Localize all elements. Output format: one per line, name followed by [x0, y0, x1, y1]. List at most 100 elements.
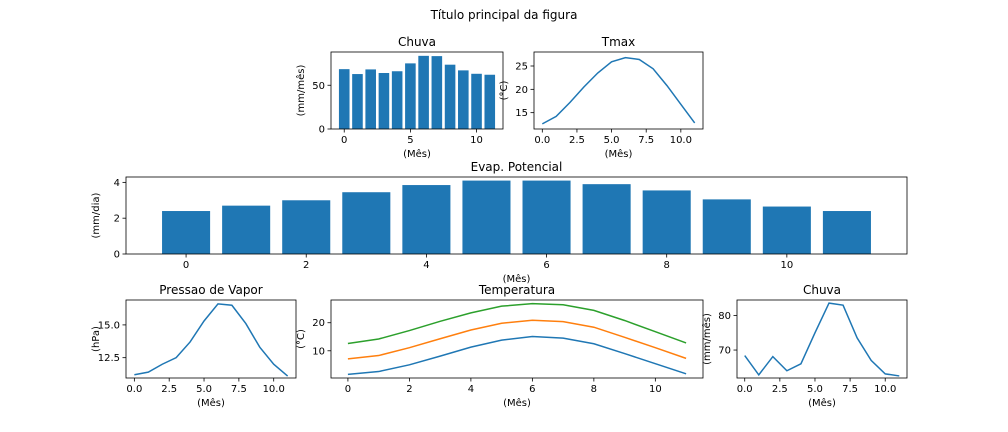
axes-frame: [533, 51, 704, 130]
x-axis-label: (Mês): [503, 397, 531, 409]
bar: [582, 184, 631, 254]
y-axis-label: (mm/mês): [295, 65, 307, 117]
axes-frame: [125, 299, 297, 379]
bar: [462, 180, 511, 254]
x-tick-label: 10.0: [263, 384, 285, 395]
x-tick-label: 10: [780, 260, 793, 271]
x-axis-label: (Mês): [605, 148, 633, 160]
y-tick-label: 20: [515, 85, 528, 96]
axes-frame: [330, 51, 504, 130]
y-tick-label: 15.0: [98, 320, 120, 331]
bar: [391, 71, 403, 129]
x-tick-label: 5.0: [604, 135, 620, 146]
chart-title: Pressao de Vapor: [159, 283, 262, 297]
chart-title: Temperatura: [478, 283, 555, 297]
y-tick-label: 4: [114, 178, 120, 189]
bar: [342, 192, 391, 254]
y-axis-label: (mm/dia): [91, 192, 102, 238]
series-line-0: [134, 303, 289, 377]
bar: [458, 70, 469, 129]
y-tick-label: 12.5: [98, 353, 120, 364]
bar: [162, 211, 211, 254]
x-tick-label: 5.0: [196, 384, 212, 395]
bar: [484, 74, 496, 129]
y-tick-label: 25: [515, 62, 528, 73]
bar: [522, 180, 571, 254]
bar: [338, 69, 350, 129]
x-tick-label: 10: [470, 135, 483, 146]
y-tick-label: 15: [515, 108, 528, 119]
y-axis-label: (hPa): [91, 326, 102, 352]
x-tick-label: 0.0: [126, 384, 142, 395]
y-axis-label: (°C): [499, 81, 510, 101]
bar: [365, 69, 376, 129]
bar: [352, 74, 363, 129]
x-tick-label: 2.5: [569, 135, 585, 146]
bar: [222, 205, 271, 254]
x-tick-label: 2.5: [161, 384, 177, 395]
series-line-1: [347, 319, 687, 360]
chart-title: Evap. Potencial: [471, 160, 563, 174]
axes-frame: [330, 299, 704, 379]
x-tick-label: 2: [406, 384, 412, 395]
y-tick-label: 0: [114, 250, 120, 261]
bar: [431, 56, 443, 129]
series-line-0: [744, 302, 900, 377]
y-tick-label: 70: [718, 346, 731, 357]
x-axis-label: (Mês): [503, 273, 531, 285]
axes-frame: [125, 176, 908, 255]
figure-title: Título principal da figura: [430, 8, 578, 22]
x-tick-label: 5.0: [807, 384, 823, 395]
series-line-0: [541, 56, 696, 125]
x-tick-label: 6: [529, 384, 535, 395]
bar: [822, 211, 871, 254]
y-tick-label: 20: [312, 318, 325, 329]
y-tick-label: 50: [312, 81, 325, 92]
y-axis-label: (mm/mês): [701, 313, 713, 365]
x-tick-label: 7.5: [638, 135, 654, 146]
chart-title: Tmax: [601, 35, 635, 49]
x-tick-label: 5: [407, 135, 413, 146]
x-tick-label: 0: [183, 260, 189, 271]
bar: [702, 199, 751, 254]
bar: [282, 200, 331, 254]
series-line-0: [347, 335, 687, 376]
x-axis-label: (Mês): [403, 148, 431, 160]
bar: [402, 185, 451, 254]
x-tick-label: 0: [341, 135, 347, 146]
x-tick-label: 2.5: [772, 384, 788, 395]
chart-title: Chuva: [398, 35, 436, 49]
x-tick-label: 7.5: [842, 384, 858, 395]
x-tick-label: 0: [345, 384, 351, 395]
y-tick-label: 0: [319, 125, 325, 136]
chart-temperatura: 0 2 4 6 8 10 10 20 Temperatura (Mês) (°C): [296, 283, 704, 409]
axes-frame: [736, 299, 908, 379]
bar: [444, 64, 456, 129]
x-tick-label: 4: [423, 260, 429, 271]
x-tick-label: 2: [303, 260, 309, 271]
bar: [378, 73, 390, 129]
bar: [405, 63, 416, 129]
x-tick-label: 6: [543, 260, 549, 271]
x-axis-label: (Mês): [808, 397, 836, 409]
x-tick-label: 10.0: [670, 135, 692, 146]
bar: [471, 73, 482, 129]
x-tick-label: 4: [468, 384, 474, 395]
x-tick-label: 0.0: [737, 384, 753, 395]
chart-pressao: 0.0 2.5 5.0 7.5 10.0 12.5 15.0 Pressao de Vapor…: [91, 283, 297, 409]
x-tick-label: 8: [591, 384, 597, 395]
chart-title: Chuva: [803, 283, 841, 297]
bar: [642, 190, 691, 254]
x-tick-label: 7.5: [231, 384, 247, 395]
x-tick-label: 10.0: [874, 384, 896, 395]
y-tick-label: 10: [312, 346, 325, 357]
chart-evap: 0 2 4 6 8 10 0 2 4 Evap. Potencial (Mês) (mm/dia): [91, 160, 908, 285]
bar: [418, 55, 429, 129]
series-line-2: [347, 302, 687, 345]
y-tick-label: 2: [114, 214, 120, 225]
bar: [762, 206, 811, 254]
x-tick-label: 8: [664, 260, 670, 271]
axes-layer: 0 5 10 0 50 Chuva (Mês) (mm/mês) 0.0 2.5 5.0 7.5 10.…: [91, 35, 908, 409]
x-tick-label: 10: [649, 384, 662, 395]
